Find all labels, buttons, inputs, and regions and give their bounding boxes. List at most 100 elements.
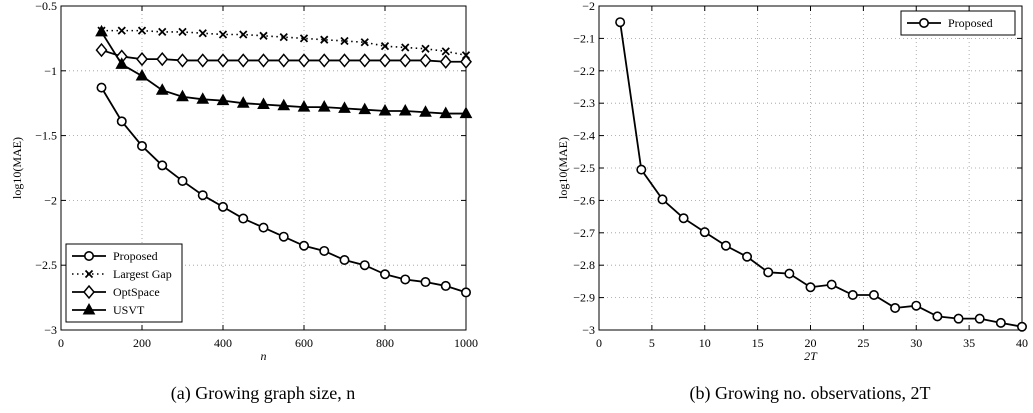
y-tick-label: −2.1 [573, 31, 595, 45]
series-largest-gap-point-stroke-b [380, 42, 390, 51]
series-proposed-point [96, 82, 107, 93]
series-proposed-point [932, 311, 943, 322]
series-optspace-point [217, 53, 229, 68]
series-optspace-point [298, 53, 310, 68]
series-largest-gap-point-stroke-b [178, 27, 187, 37]
series-largest-gap-point-stroke-b [198, 29, 207, 38]
panel-b: 0 5 10 15 20 25 30 35 40 −3 −2.9 −2.8 −2.7 −2.6 −2.5 −2… [556, 0, 1028, 404]
legend-item-proposed: Proposed [907, 16, 993, 30]
series-largest-gap-point-stroke-b [320, 35, 329, 44]
x-tick-label: 15 [752, 336, 764, 350]
series-largest-gap-point-stroke-b [299, 34, 309, 43]
x-tick-label: 1000 [454, 336, 478, 350]
series-optspace-point [379, 53, 391, 68]
legend-item-largest-gap-marker-stroke-b [84, 269, 94, 279]
series-largest-gap-point [421, 44, 430, 53]
series-largest-gap-point-stroke-b [340, 36, 349, 46]
series-proposed-point [678, 213, 689, 224]
series-usvt-point [419, 105, 432, 117]
series-usvt-point [317, 100, 331, 112]
series-proposed-point [359, 260, 370, 271]
y-axis-label: log10(MAE) [10, 137, 24, 199]
series-proposed-point [440, 280, 451, 291]
x-axis-label: 2T [804, 349, 818, 363]
series-proposed-point [742, 251, 753, 262]
series-largest-gap-point-stroke-b [117, 26, 126, 35]
series-largest-gap-point [178, 27, 187, 37]
y-tick-label: −2 [44, 193, 57, 207]
x-tick-label: 600 [295, 336, 313, 350]
series-largest-gap-point [360, 38, 369, 47]
series-proposed-point [890, 302, 901, 313]
series-largest-gap-point-stroke-b [279, 32, 288, 42]
series-usvt [95, 24, 473, 119]
series-proposed-point [339, 255, 350, 266]
y-tick-label: −1.5 [35, 129, 57, 143]
series-largest-gap-point [401, 43, 410, 52]
series-largest-gap-point-stroke-b [421, 44, 430, 53]
series-optspace-point [399, 53, 412, 68]
series-proposed-point [278, 231, 289, 242]
series-proposed-point [720, 240, 731, 251]
series-largest-gap-point-stroke-b [137, 26, 147, 35]
series-optspace-point [257, 53, 270, 68]
series-usvt-point [277, 98, 291, 111]
series-usvt-point [439, 106, 453, 119]
series-largest-gap-point-stroke-b [441, 47, 450, 56]
series-usvt-point [176, 89, 189, 102]
legend-item-optspace: OptSpace [72, 284, 160, 300]
x-tick-label: 30 [910, 336, 922, 350]
series-usvt-point [358, 102, 372, 115]
series-usvt-point [135, 68, 149, 81]
series-optspace-point [156, 51, 169, 67]
series-usvt-point [459, 106, 473, 119]
y-tick-label: −2.8 [573, 258, 595, 272]
series-proposed-point [826, 279, 837, 290]
series-usvt-point [216, 93, 230, 106]
series-usvt-point [378, 103, 392, 116]
y-tick-label: −2.9 [573, 291, 595, 305]
series-proposed-point [177, 175, 188, 186]
series-largest-gap-point [259, 31, 268, 40]
legend-item-usvt-marker [82, 302, 96, 315]
series-proposed-point [258, 222, 269, 233]
series-optspace-point [196, 53, 209, 68]
legend: Proposed Largest Gap OptSpace USVT [65, 243, 183, 323]
y-tick-label: −3 [44, 323, 57, 337]
legend: Proposed [900, 10, 1016, 36]
series-optspace-point [95, 42, 108, 58]
series-proposed-point [657, 194, 668, 205]
y-tick-label: −0.5 [35, 0, 57, 13]
y-tick-label: −2.3 [573, 96, 595, 110]
series-proposed-point [319, 245, 330, 256]
series-proposed-point [615, 17, 626, 28]
series-largest-gap-point [198, 29, 207, 38]
y-tick-label: −2.5 [35, 258, 57, 272]
series-largest-gap-point-stroke-b [259, 31, 268, 40]
series-usvt-point [236, 96, 250, 108]
legend-item-optspace-marker [83, 284, 95, 300]
y-axis-label: log10(MAE) [556, 137, 570, 199]
series-optspace-point [338, 53, 351, 68]
series-proposed-point [400, 274, 411, 285]
legend-item-proposed-label: Proposed [948, 16, 993, 30]
series-proposed-point [157, 160, 168, 171]
x-tick-label: 200 [133, 336, 151, 350]
series-proposed-line [619, 22, 1023, 328]
legend-item-largest-gap-label: Largest Gap [113, 267, 172, 281]
series-proposed-point [847, 290, 858, 301]
series-largest-gap-point [117, 26, 126, 35]
legend-item-largest-gap-marker [84, 269, 94, 279]
legend-item-usvt: USVT [72, 302, 145, 317]
series-optspace [95, 42, 472, 69]
series-proposed-point [763, 267, 774, 278]
series-proposed-point [379, 269, 390, 280]
x-tick-label: 400 [214, 336, 232, 350]
legend-item-largest-gap: Largest Gap [72, 267, 172, 281]
series-proposed-point [137, 140, 148, 151]
series-largest-gap-point [218, 30, 228, 39]
series-proposed-point [784, 268, 795, 279]
series-proposed-point [636, 164, 647, 175]
series-proposed-point [953, 313, 964, 324]
